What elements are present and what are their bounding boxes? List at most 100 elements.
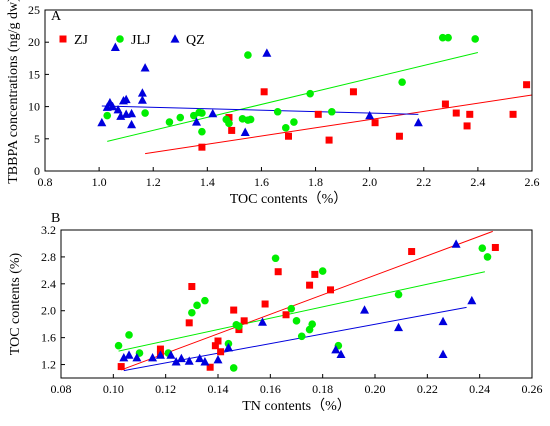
- panel-b-x-tick-label-2: 0.12: [155, 382, 176, 396]
- panel-b-y-tick-label-3: 2.4: [41, 277, 56, 291]
- panel-a-jlj-point-0: [103, 111, 112, 120]
- panel-b-qz-point-7: [176, 353, 186, 363]
- panel-a-y-axis-title: TBBPA concentrations (ng/g dw): [6, 0, 21, 184]
- panel-b-qz-point-15: [336, 349, 346, 359]
- panel-a-qz-point-14: [140, 63, 150, 72]
- panel-a-zj-point-5: [314, 110, 322, 118]
- panel-b-jlj-point-5: [193, 301, 201, 310]
- panel-a-legend-jlj-label: JLJ: [131, 33, 151, 48]
- panel-b-qz-point-12: [223, 342, 233, 352]
- panel-b-qz-point-13: [257, 317, 267, 326]
- panel-a: A 0.8 1.0 1.2 1.4 1.6 1.8 2.0 2.2 2.4 2.6 0 5 10 15 20…: [6, 0, 540, 207]
- panel-b-zj-point-13: [274, 268, 282, 276]
- panel-b-jlj-point-4: [188, 308, 196, 317]
- panel-a-jlj-point-7: [198, 109, 206, 117]
- panel-a-x-tick-label-7: 2.2: [416, 175, 431, 189]
- panel-b-x-tick-label-6: 0.20: [365, 382, 386, 396]
- panel-b-zj-point-0: [117, 363, 125, 371]
- panel-b-zj-point-14: [282, 311, 290, 319]
- panel-b-x-tick-label-1: 0.10: [103, 382, 124, 396]
- panel-a-label: A: [51, 9, 62, 24]
- panel-b-zj-point-17: [327, 286, 335, 294]
- panel-a-jlj-point-22: [471, 35, 479, 43]
- panel-b-qz-point-20: [451, 239, 461, 248]
- panel-b-x-tick-label-3: 0.14: [208, 382, 229, 396]
- panel-b-qz-point-21: [467, 295, 477, 305]
- panel-a-jlj-point-2: [165, 118, 174, 126]
- panel-b-qz-point-5: [166, 350, 176, 359]
- panel-b-x-tick-label-0: 0.08: [51, 382, 72, 396]
- panel-b-jlj-trend-line: [118, 271, 486, 352]
- panel-a-zj-point-1: [228, 126, 236, 134]
- panel-a-jlj-point-15: [281, 124, 290, 132]
- panel-a-legend-zj-label: ZJ: [74, 33, 89, 48]
- panel-b-zj-point-6: [211, 342, 219, 350]
- panel-a-qz-point-10: [127, 119, 137, 129]
- panel-b-zj-point-9: [230, 306, 238, 314]
- panel-b-zj-trend-line: [121, 230, 493, 371]
- panel-b-qz-point-6: [171, 357, 181, 366]
- panel-b-y-tick-label-1: 1.6: [41, 331, 56, 345]
- panel-a-qz-point-4: [110, 42, 120, 51]
- panel-b-qz-point-4: [155, 350, 165, 359]
- panel-a-zj-point-15: [523, 81, 531, 89]
- panel-a-marks: [97, 33, 533, 155]
- panel-a-qz-point-13: [137, 88, 147, 97]
- panel-b-jlj-point-12: [287, 304, 296, 313]
- panel-a-zj-point-4: [285, 132, 292, 140]
- panel-b-zj-point-12: [261, 300, 269, 308]
- panel-a-legend-qz-label: QZ: [186, 33, 205, 48]
- panel-b-zj-point-2: [156, 345, 164, 353]
- panel-a-x-tick-label-3: 1.4: [200, 175, 215, 189]
- panel-a-y-tick-label-4: 20: [28, 35, 40, 49]
- panel-a-qz-point-0: [97, 117, 107, 127]
- panel-a-jlj-point-20: [438, 33, 447, 42]
- panel-a-jlj-point-14: [273, 107, 282, 116]
- panel-b-y-tick-label-0: 1.2: [41, 358, 56, 372]
- panel-b-qz-point-8: [184, 356, 194, 365]
- panel-a-x-tick-label-4: 1.6: [254, 175, 269, 189]
- panel-a-zj-point-11: [452, 109, 460, 117]
- panel-a-x-tick-label-9: 2.6: [525, 175, 540, 189]
- panel-a-y-tick-label-1: 5: [34, 132, 40, 146]
- panel-a-jlj-point-16: [290, 118, 298, 126]
- panel-a-y-tick-label-0: 0: [34, 164, 40, 178]
- panel-a-zj-point-12: [463, 122, 471, 130]
- panel-b-zj-point-19: [491, 243, 499, 251]
- panel-b-zj-point-4: [188, 283, 196, 291]
- panel-b-jlj-point-8: [229, 364, 238, 372]
- panel-a-legend: ZJ JLJ QZ: [59, 33, 205, 48]
- panel-a-x-tick-label-5: 1.8: [308, 175, 323, 189]
- panel-a-qz-point-17: [240, 127, 250, 136]
- panel-b-marks: [114, 230, 499, 372]
- panel-b-qz-point-14: [331, 344, 341, 354]
- panel-b-jlj-point-14: [297, 332, 306, 341]
- panel-a-y-tick-label-2: 10: [28, 100, 40, 114]
- panel-a-zj-trend-line: [145, 94, 533, 155]
- panel-a-zj-point-9: [395, 132, 403, 140]
- panel-b-qz-point-17: [394, 322, 404, 332]
- panel-b-qz-point-1: [124, 350, 134, 359]
- panel-b-zj-point-3: [185, 319, 193, 327]
- panel-b-zj-point-8: [217, 348, 225, 356]
- panel-b-y-tick-label-4: 2.8: [41, 250, 56, 264]
- panel-b-y-axis-title: TOC contents (%): [8, 252, 23, 355]
- panel-a-qz-point-11: [127, 108, 137, 118]
- panel-a-jlj-point-12: [244, 51, 252, 59]
- panel-b-jlj-point-6: [201, 296, 209, 305]
- panel-b-jlj-point-1: [125, 331, 133, 339]
- panel-a-zj-point-3: [260, 88, 268, 96]
- panel-a-jlj-point-3: [176, 113, 185, 122]
- panel-b-label: B: [51, 211, 60, 226]
- panel-a-x-tick-label-1: 1.0: [92, 175, 107, 189]
- panel-a-qz-point-16: [208, 108, 218, 118]
- panel-b-y-tick-label-2: 2.0: [41, 304, 56, 318]
- panel-a-qz-point-18: [262, 48, 272, 57]
- panel-a-zj-point-8: [371, 119, 379, 127]
- panel-a-y-tick-label-5: 25: [28, 3, 40, 17]
- panel-a-x-tick-label-0: 0.8: [38, 175, 53, 189]
- panel-b-x-tick-label-5: 0.18: [312, 382, 333, 396]
- panel-b-jlj-point-13: [292, 317, 301, 325]
- panel-b-qz-point-10: [200, 357, 210, 366]
- panel-b-x-tick-label-8: 0.24: [469, 382, 490, 396]
